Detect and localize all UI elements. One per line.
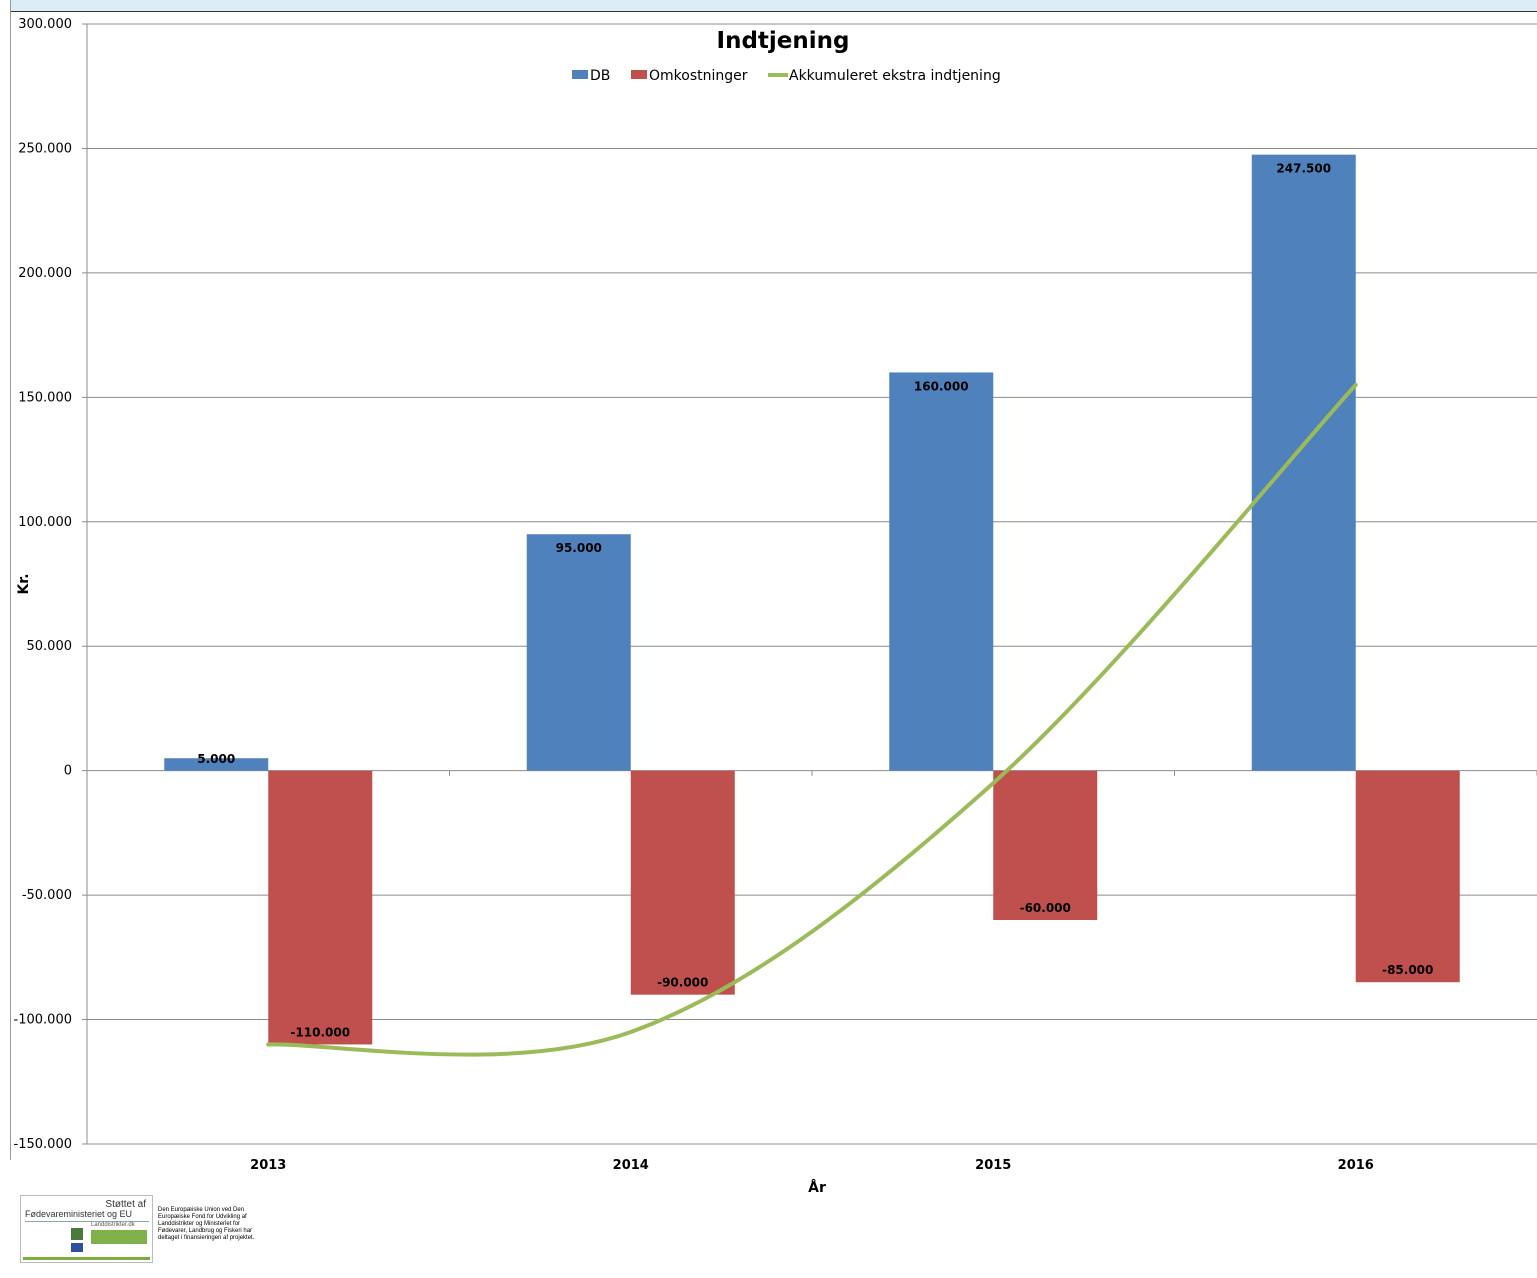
bar-db xyxy=(889,372,994,771)
y-tick-label: 0 xyxy=(64,764,72,779)
logo-line1: Støttet af xyxy=(105,1199,146,1210)
bar-db xyxy=(1251,154,1356,771)
logo-separator xyxy=(25,1221,149,1222)
bar-db xyxy=(526,534,631,771)
y-tick-label: 50.000 xyxy=(27,639,73,654)
line-akkumuleret-ekstra-indtjening xyxy=(266,382,1358,1057)
data-label: 160.000 xyxy=(914,379,969,393)
logo-ground-stripe xyxy=(23,1257,150,1260)
x-tick-label: 2013 xyxy=(250,1158,286,1173)
logo-line2: Fødevareministeriet og EU xyxy=(25,1209,133,1219)
x-axis-title: År xyxy=(808,1179,826,1196)
y-tick-label: 200.000 xyxy=(18,266,72,281)
legend-label: DB xyxy=(590,68,610,84)
data-label: -90.000 xyxy=(657,976,708,990)
y-tick-label: 150.000 xyxy=(18,390,72,405)
data-label: 5.000 xyxy=(197,752,235,766)
bar-db xyxy=(164,758,269,771)
crest-icon xyxy=(71,1228,83,1240)
bar-omkostninger xyxy=(630,770,735,995)
data-label: 247.500 xyxy=(1276,162,1331,176)
x-tick-label: 2015 xyxy=(975,1158,1011,1173)
y-tick-label: -100.000 xyxy=(14,1013,72,1028)
data-label: -110.000 xyxy=(290,1025,350,1039)
bar-omkostninger xyxy=(993,770,1098,920)
chart: -150.000 -100.000 -50.000 0 50.000 100.000 150… xyxy=(14,17,1537,1196)
x-tick-label: 2014 xyxy=(613,1158,649,1173)
x-tick-label: 2016 xyxy=(1338,1158,1374,1173)
left-rule xyxy=(10,0,11,1160)
data-label: -60.000 xyxy=(1020,901,1071,915)
legend-swatch xyxy=(631,70,647,79)
logo-line3: Landdistrikter.dk xyxy=(91,1222,135,1228)
y-tick-label: 250.000 xyxy=(18,141,72,156)
funding-statement: Den Europæiske Union ved Den Europæiske … xyxy=(158,1207,255,1241)
y-tick-label: -150.000 xyxy=(14,1137,72,1152)
data-label: 95.000 xyxy=(556,541,602,555)
sponsor-logo: Støttet af Fødevareministeriet og EU Lan… xyxy=(20,1195,153,1263)
y-tick-label: -50.000 xyxy=(22,888,72,903)
eu-flag-icon xyxy=(71,1243,83,1252)
data-label: -85.000 xyxy=(1382,963,1433,977)
bar-omkostninger xyxy=(1355,770,1460,983)
y-tick-label: 100.000 xyxy=(18,515,72,530)
legend-label: Akkumuleret ekstra indtjening xyxy=(789,68,1001,84)
bar-omkostninger xyxy=(268,770,373,1045)
legend-swatch xyxy=(572,70,588,79)
leader-logo-icon xyxy=(91,1230,147,1244)
chart-title: Indtjening xyxy=(717,28,850,54)
y-tick-label: 300.000 xyxy=(18,17,72,32)
y-axis-title: Kr. xyxy=(16,573,32,594)
legend-label: Omkostninger xyxy=(649,68,748,84)
